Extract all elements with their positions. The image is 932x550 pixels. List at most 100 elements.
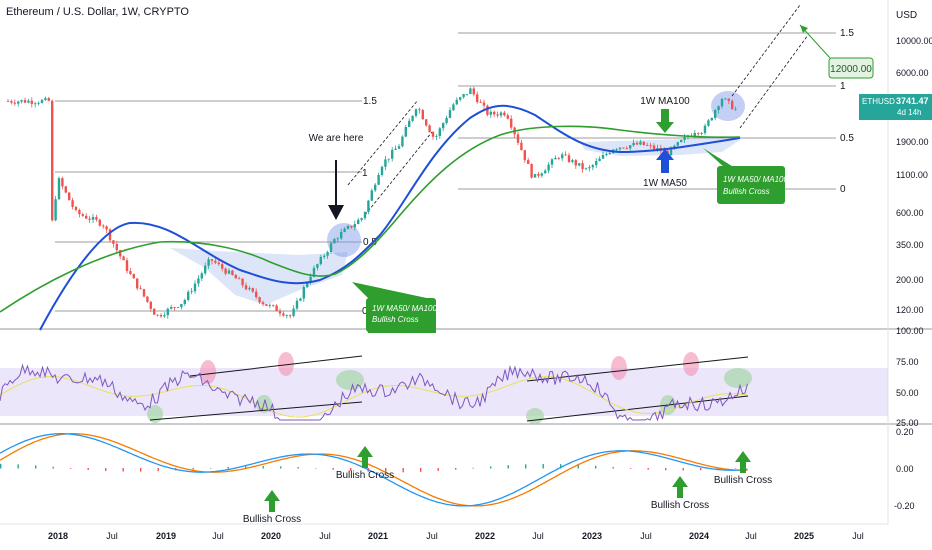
- up-arrow-icon: [672, 476, 688, 487]
- fib-right: [458, 32, 836, 190]
- bullish-cross-label: Bullish Cross: [651, 500, 709, 511]
- macd-histogram-bar: [280, 466, 282, 469]
- candle-body: [234, 274, 237, 279]
- candle-body: [241, 278, 244, 286]
- candle-body: [85, 215, 88, 219]
- y-tick-label: 75.00: [896, 357, 919, 367]
- candle-body: [676, 142, 679, 146]
- x-tick-label: 2020: [261, 531, 281, 541]
- fib-left-label: 1: [362, 168, 368, 179]
- candle-body: [377, 174, 380, 185]
- candlestick-series: [6, 86, 737, 319]
- channel-line: [731, 4, 801, 97]
- candle-body: [112, 240, 115, 244]
- candle-body: [482, 102, 486, 106]
- candle-body: [703, 125, 707, 134]
- candle-body: [445, 117, 448, 124]
- candle-body: [204, 265, 207, 274]
- candle-body: [187, 291, 190, 300]
- candle-body: [693, 132, 696, 136]
- candle-body: [153, 308, 156, 315]
- callout-box: [366, 298, 436, 332]
- candle-body: [394, 148, 397, 150]
- macd-histogram-bar: [490, 466, 492, 469]
- candle-body: [625, 148, 628, 150]
- candle-body: [125, 260, 129, 272]
- macd-histogram-bar: [122, 468, 124, 472]
- fib-left-label: 1.5: [363, 96, 377, 107]
- candle-body: [656, 147, 659, 150]
- x-tick-label: 2022: [475, 531, 495, 541]
- candle-body: [261, 302, 265, 305]
- candle-body: [183, 299, 186, 304]
- x-tick-label: Jul: [212, 531, 224, 541]
- candle-body: [533, 174, 537, 178]
- y-tick-label: 1100.00: [896, 170, 928, 180]
- candle-body: [200, 273, 203, 279]
- candle-body: [34, 103, 37, 105]
- candle-body: [159, 315, 163, 317]
- bullish-cross-label: Bullish Cross: [336, 470, 394, 481]
- candle-body: [649, 145, 652, 147]
- candle-body: [588, 167, 591, 169]
- candle-body: [363, 212, 367, 219]
- candle-body: [622, 147, 625, 149]
- y-tick-label: 100.00: [896, 326, 924, 336]
- y-tick-label: 25.00: [896, 418, 919, 428]
- accumulation-zone-2023: [580, 138, 740, 156]
- candle-body: [435, 136, 438, 137]
- callout-title: 1W MA50/ MA100: [723, 175, 788, 184]
- rsi-overbought-mark: [683, 352, 699, 376]
- candle-body: [506, 115, 509, 119]
- candle-body: [272, 304, 275, 306]
- candle-body: [421, 110, 424, 120]
- currency-label[interactable]: USD: [896, 10, 918, 21]
- last-price-tag: ETHUSD 3741.47 4d 14h: [859, 94, 932, 120]
- candle-body: [54, 199, 57, 221]
- candle-body: [707, 120, 710, 126]
- callout-box: [717, 166, 785, 204]
- candle-body: [615, 149, 618, 150]
- candle-body: [156, 314, 159, 316]
- candle-body: [170, 307, 173, 309]
- candle-body: [295, 300, 299, 309]
- candle-body: [680, 139, 683, 143]
- target-price-box: [828, 57, 874, 79]
- fib-left: [55, 100, 362, 312]
- candle-body: [27, 100, 30, 103]
- time-axis: 2018 Jul 2019 Jul 2020 Jul 2021 Jul 2022…: [48, 531, 864, 541]
- candle-body: [391, 149, 394, 159]
- y-tick-label: 10000.00: [896, 36, 932, 46]
- candle-body: [387, 158, 390, 160]
- rsi-oversold-mark: [724, 368, 752, 388]
- candle-body: [425, 119, 428, 126]
- candle-body: [68, 192, 71, 201]
- x-tick-label: 2024: [689, 531, 709, 541]
- candle-body: [523, 150, 526, 161]
- last-price: 3741.47: [896, 96, 929, 106]
- candle-body: [547, 164, 550, 171]
- candle-body: [564, 154, 567, 156]
- macd-line: [0, 433, 748, 507]
- candle-body: [17, 101, 20, 104]
- macd-histogram-bar: [140, 468, 142, 472]
- candle-body: [166, 308, 169, 316]
- candle-body: [720, 98, 724, 107]
- y-tick-label: 120.00: [896, 305, 924, 315]
- candle-body: [479, 102, 482, 103]
- macd-histogram-bar: [525, 464, 527, 469]
- x-tick-label: 2018: [48, 531, 68, 541]
- candle-body: [275, 305, 278, 312]
- y-tick-label: 200.00: [896, 275, 924, 285]
- candle-body: [210, 259, 214, 261]
- candle-body: [581, 163, 584, 170]
- candle-body: [731, 100, 734, 110]
- candle-body: [51, 100, 54, 221]
- macd-histogram-bar: [472, 467, 474, 469]
- price-axis: 10000.00 6000.00 1900.00 1100.00 600.00 …: [894, 36, 932, 511]
- candle-body: [329, 243, 333, 253]
- macd-histogram-bar: [577, 464, 579, 469]
- candle-body: [180, 303, 183, 308]
- candle-body: [173, 307, 176, 308]
